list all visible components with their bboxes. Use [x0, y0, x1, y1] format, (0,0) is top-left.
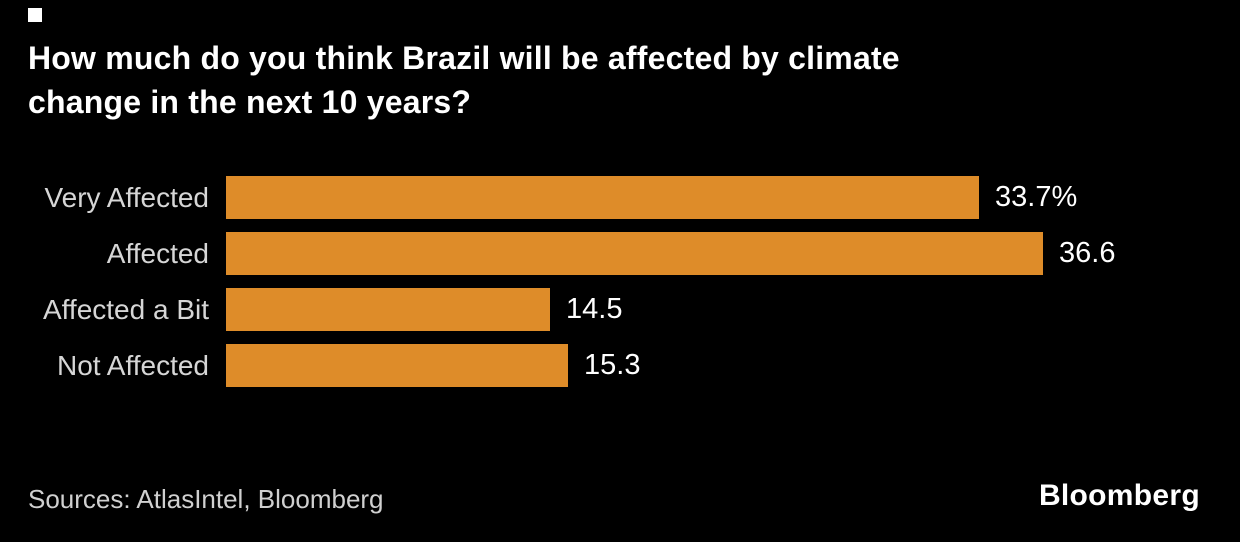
legend-marker-square [28, 8, 42, 22]
chart-title-line2: change in the next 10 years? [28, 84, 472, 120]
bar-row: Very Affected 33.7% [0, 176, 1240, 219]
category-label: Affected a Bit [42, 293, 209, 325]
bloomberg-logo: Bloomberg [1038, 479, 1200, 512]
bar-row: Affected a Bit 14.5 [0, 288, 1240, 331]
bar [226, 232, 1043, 275]
value-label: 15.3 [584, 349, 641, 381]
bar-row: Affected 36.6 [0, 232, 1240, 275]
bar-row: Not Affected 15.3 [0, 344, 1240, 387]
bar [226, 288, 550, 331]
value-label: 14.5 [566, 293, 623, 325]
chart-title: How much do you think Brazil will be aff… [28, 36, 900, 124]
category-label: Not Affected [56, 349, 209, 381]
value-label: 33.7% [995, 181, 1078, 213]
chart-title-line1: How much do you think Brazil will be aff… [28, 40, 900, 76]
sources-text: Sources: AtlasIntel, Bloomberg [28, 484, 384, 514]
bar [226, 176, 979, 219]
bar [226, 344, 568, 387]
category-label: Affected [106, 237, 209, 269]
category-label: Very Affected [44, 181, 210, 213]
value-label: 36.6 [1059, 237, 1116, 269]
bar-chart: Very Affected 33.7% Affected 36.6 Affected a… [0, 176, 1240, 400]
